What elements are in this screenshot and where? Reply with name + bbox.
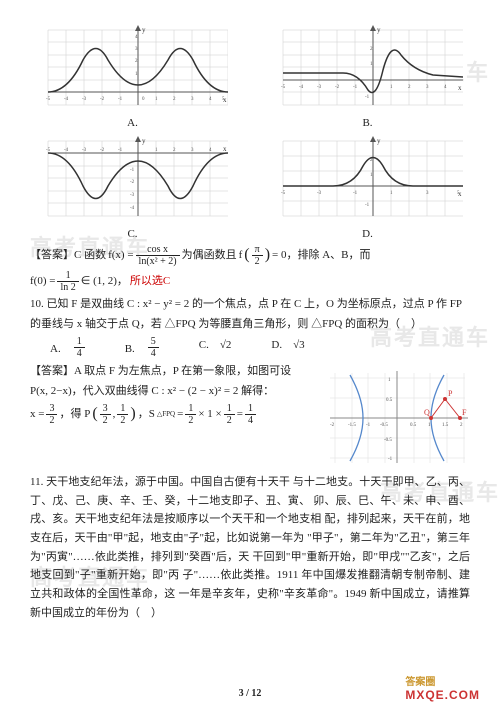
chart-B: y x 2 1 -1 -5-4-3-2-1 1234 <box>273 20 463 115</box>
svg-text:-5: -5 <box>46 97 51 102</box>
svg-text:x: x <box>223 145 227 153</box>
charts-row-2: y x -1-2-3-4 -5-4-3-2-1 1234 C. <box>30 131 470 240</box>
svg-text:-1: -1 <box>118 148 123 153</box>
svg-text:-3: -3 <box>130 193 135 198</box>
answer-9-line1: 【答案】C 函数 f(x) = cos x ln(x² + 2) 为偶函数且 f… <box>30 243 470 267</box>
footer-brand-1: 答案圈 <box>405 677 435 688</box>
ans10-l3: x = 32 ，得 P ( 32 , 12 ) ，S△FPQ = 12 × 1 … <box>30 402 315 426</box>
svg-text:-2: -2 <box>130 180 135 185</box>
q10-line1: 10. 已知 F 是双曲线 C : x² − y² = 2 的一个焦点，点 P … <box>30 296 470 313</box>
paren-open: ( <box>244 243 249 267</box>
answer-9-eq0: = 0，排除 A、B，而 <box>272 247 370 264</box>
q10-opt-B: B. 54 <box>125 336 159 359</box>
svg-text:-3: -3 <box>317 191 322 196</box>
svg-text:-1: -1 <box>353 85 358 90</box>
svg-text:1.5: 1.5 <box>442 423 449 428</box>
svg-text:-4: -4 <box>64 148 69 153</box>
svg-text:-1: -1 <box>353 191 358 196</box>
q11-t1: 11. 天干地支纪年法，源于中国。中国自古便有十天干 <box>30 476 290 488</box>
answer-9-prefix: 【答案】C 函数 <box>30 247 106 264</box>
chart-A: y x 4 3 2 1 -5-4-3-2-1 012345 <box>38 20 228 115</box>
content-area: y x 4 3 2 1 -5-4-3-2-1 012345 A. <box>30 20 470 623</box>
chart-B-wrap: y x 2 1 -1 -5-4-3-2-1 1234 B. <box>265 20 470 129</box>
chart-A-wrap: y x 4 3 2 1 -5-4-3-2-1 012345 A. <box>30 20 235 129</box>
q10-opt-D: D. √3 <box>271 336 304 359</box>
svg-text:y: y <box>377 26 381 34</box>
q10-options: A. 14 B. 54 C. √2 D. √3 <box>50 336 470 359</box>
page: 高考直通车 高考直通车 高考直通车 高考直通车 高考直通车 y x 4 <box>0 0 500 707</box>
svg-text:x: x <box>458 84 462 92</box>
answer-9-so: 所以选C <box>130 273 170 290</box>
svg-text:-1: -1 <box>130 168 135 173</box>
svg-text:0.5: 0.5 <box>410 423 417 428</box>
svg-text:-4: -4 <box>299 85 304 90</box>
frac-cos-ln: cos x ln(x² + 2) <box>136 244 180 267</box>
chart-A-label: A. <box>30 117 235 129</box>
answer-9-line2: f(0) = 1 ln 2 ∈ (1, 2)， 所以选C <box>30 270 470 293</box>
svg-text:-4: -4 <box>64 97 69 102</box>
chart-C: y x -1-2-3-4 -5-4-3-2-1 1234 <box>38 131 228 226</box>
footer-brand: 答案圈 MXQE.COM <box>405 673 480 702</box>
svg-text:-1: -1 <box>388 457 393 462</box>
svg-text:y: y <box>142 137 146 145</box>
answer-9-f0: f(0) = <box>30 273 55 290</box>
chart-D: y x 2 1 -1 -5-3-1135 <box>273 131 463 226</box>
svg-text:-0.5: -0.5 <box>384 438 392 443</box>
svg-text:P: P <box>448 389 453 398</box>
svg-text:-2: -2 <box>330 423 335 428</box>
svg-text:F: F <box>462 408 467 417</box>
answer-9-mid: 为偶函数且 <box>182 247 237 264</box>
chart-B-label: B. <box>265 117 470 129</box>
q10-line2: 的垂线与 x 轴交于点 Q，若 △FPQ 为等腰直角三角形，则 △FPQ 的面积… <box>30 316 470 333</box>
svg-text:-1: -1 <box>365 203 370 208</box>
svg-text:-0.5: -0.5 <box>380 423 388 428</box>
chart-C-label: C. <box>30 228 235 240</box>
svg-text:-5: -5 <box>281 85 286 90</box>
answer-9-fx: f(x) = <box>108 247 133 264</box>
answer-9-fpi: f <box>239 247 243 264</box>
svg-text:-2: -2 <box>100 97 105 102</box>
svg-text:-2: -2 <box>100 148 105 153</box>
svg-text:0.5: 0.5 <box>386 398 393 403</box>
svg-text:-1.5: -1.5 <box>348 423 356 428</box>
charts-row-1: y x 4 3 2 1 -5-4-3-2-1 012345 A. <box>30 20 470 129</box>
svg-text:-1: -1 <box>366 423 371 428</box>
svg-text:-5: -5 <box>46 148 51 153</box>
svg-text:-5: -5 <box>281 191 286 196</box>
paren-close: ) <box>265 243 270 267</box>
hyperbola-graph: -2-1.5-1-0.5 0.511.52 10.5-0.5-1 P F Q <box>320 363 470 473</box>
answer-9-interval: ∈ (1, 2)， <box>81 273 128 290</box>
svg-text:-3: -3 <box>82 148 87 153</box>
q11-block: 11. 天干地支纪年法，源于中国。中国自古便有十天干 与十二地支。十天干即甲、乙… <box>30 473 470 623</box>
footer-brand-2: MXQE.COM <box>405 688 480 702</box>
svg-text:-3: -3 <box>82 97 87 102</box>
chart-D-wrap: y x 2 1 -1 -5-3-1135 D. <box>265 131 470 240</box>
svg-text:-3: -3 <box>317 85 322 90</box>
frac-pi2: π 2 <box>252 244 263 267</box>
svg-text:-2: -2 <box>335 85 340 90</box>
frac-1-ln2: 1 ln 2 <box>57 270 78 293</box>
q10-opt-C: C. √2 <box>199 336 232 359</box>
svg-text:y: y <box>142 26 146 34</box>
svg-text:-1: -1 <box>118 97 123 102</box>
chart-D-label: D. <box>265 228 470 240</box>
svg-text:-4: -4 <box>130 206 135 211</box>
svg-text:y: y <box>377 137 381 145</box>
q10-opt-A: A. 14 <box>50 336 85 359</box>
svg-text:Q: Q <box>424 408 430 417</box>
chart-C-wrap: y x -1-2-3-4 -5-4-3-2-1 1234 C. <box>30 131 235 240</box>
svg-text:-1: -1 <box>365 95 370 100</box>
